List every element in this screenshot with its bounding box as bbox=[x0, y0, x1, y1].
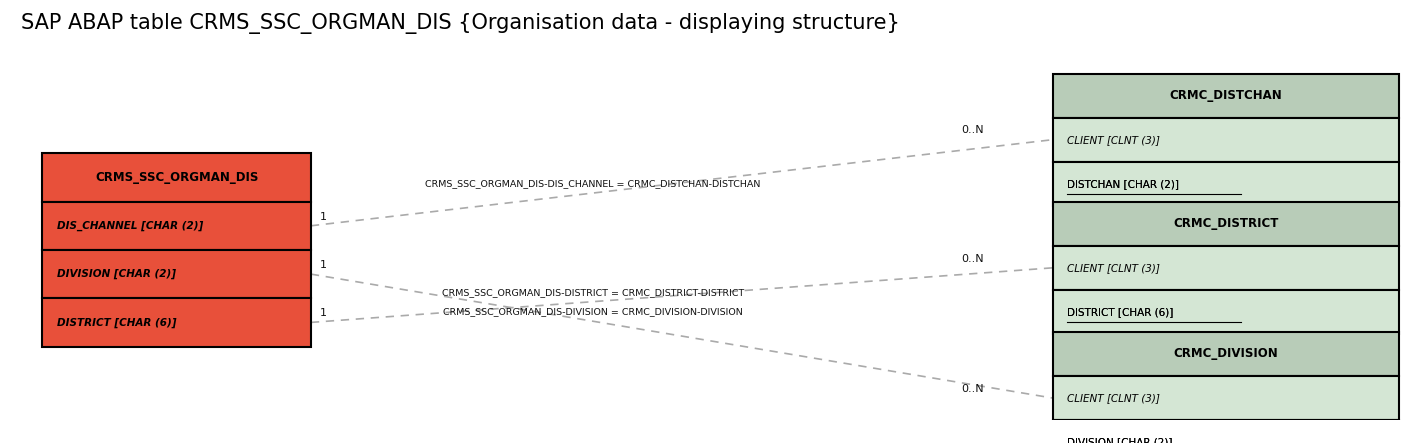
Text: DIVISION [CHAR (2)]: DIVISION [CHAR (2)] bbox=[1067, 437, 1173, 443]
Text: CRMS_SSC_ORGMAN_DIS: CRMS_SSC_ORGMAN_DIS bbox=[95, 171, 259, 184]
FancyBboxPatch shape bbox=[1053, 202, 1399, 246]
FancyBboxPatch shape bbox=[42, 298, 311, 346]
Text: CLIENT [CLNT (3)]: CLIENT [CLNT (3)] bbox=[1067, 263, 1160, 273]
Text: CLIENT [CLNT (3)]: CLIENT [CLNT (3)] bbox=[1067, 393, 1160, 403]
FancyBboxPatch shape bbox=[1053, 332, 1399, 376]
Text: DISTRICT [CHAR (6)]: DISTRICT [CHAR (6)] bbox=[1067, 307, 1173, 317]
Text: DISTCHAN [CHAR (2)]: DISTCHAN [CHAR (2)] bbox=[1067, 179, 1178, 189]
Text: 0..N: 0..N bbox=[961, 384, 983, 394]
FancyBboxPatch shape bbox=[1053, 376, 1399, 420]
FancyBboxPatch shape bbox=[1053, 290, 1399, 334]
Text: 1: 1 bbox=[319, 212, 326, 222]
Text: CRMC_DIVISION: CRMC_DIVISION bbox=[1173, 347, 1279, 361]
Text: 1: 1 bbox=[319, 260, 326, 270]
FancyBboxPatch shape bbox=[1053, 420, 1399, 443]
FancyBboxPatch shape bbox=[1053, 246, 1399, 290]
Text: DISTRICT [CHAR (6)]: DISTRICT [CHAR (6)] bbox=[57, 317, 177, 327]
Text: DIS_CHANNEL [CHAR (2)]: DIS_CHANNEL [CHAR (2)] bbox=[57, 221, 203, 231]
Text: 1: 1 bbox=[319, 308, 326, 318]
Text: DIVISION [CHAR (2)]: DIVISION [CHAR (2)] bbox=[1067, 437, 1173, 443]
FancyBboxPatch shape bbox=[42, 202, 311, 250]
Text: CRMC_DISTCHAN: CRMC_DISTCHAN bbox=[1170, 89, 1282, 102]
Text: DISTRICT [CHAR (6)]: DISTRICT [CHAR (6)] bbox=[1067, 307, 1173, 317]
Text: DIVISION [CHAR (2)]: DIVISION [CHAR (2)] bbox=[57, 269, 175, 279]
FancyBboxPatch shape bbox=[1053, 162, 1399, 206]
FancyBboxPatch shape bbox=[1053, 74, 1399, 118]
FancyBboxPatch shape bbox=[42, 153, 311, 202]
Text: CLIENT [CLNT (3)]: CLIENT [CLNT (3)] bbox=[1067, 135, 1160, 145]
FancyBboxPatch shape bbox=[42, 250, 311, 298]
Text: DISTCHAN [CHAR (2)]: DISTCHAN [CHAR (2)] bbox=[1067, 179, 1178, 189]
Text: CRMC_DISTRICT: CRMC_DISTRICT bbox=[1173, 217, 1279, 230]
Text: 0..N: 0..N bbox=[961, 125, 983, 136]
Text: SAP ABAP table CRMS_SSC_ORGMAN_DIS {Organisation data - displaying structure}: SAP ABAP table CRMS_SSC_ORGMAN_DIS {Orga… bbox=[21, 12, 900, 34]
Text: 0..N: 0..N bbox=[961, 253, 983, 264]
Text: CRMS_SSC_ORGMAN_DIS-DIS_CHANNEL = CRMC_DISTCHAN-DISTCHAN: CRMS_SSC_ORGMAN_DIS-DIS_CHANNEL = CRMC_D… bbox=[425, 179, 760, 188]
Text: CRMS_SSC_ORGMAN_DIS-DISTRICT = CRMC_DISTRICT-DISTRICT: CRMS_SSC_ORGMAN_DIS-DISTRICT = CRMC_DIST… bbox=[442, 288, 743, 297]
FancyBboxPatch shape bbox=[1053, 118, 1399, 162]
Text: CRMS_SSC_ORGMAN_DIS-DIVISION = CRMC_DIVISION-DIVISION: CRMS_SSC_ORGMAN_DIS-DIVISION = CRMC_DIVI… bbox=[442, 307, 743, 316]
